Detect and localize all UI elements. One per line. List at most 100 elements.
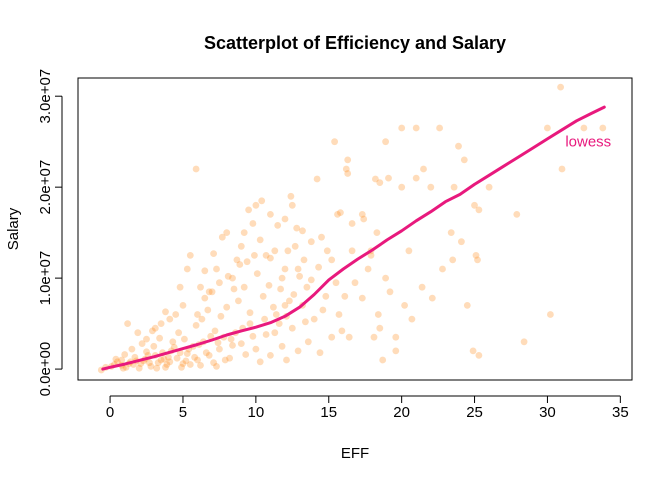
x-tick-label: 10	[248, 404, 265, 421]
data-point	[201, 267, 209, 275]
data-point	[156, 334, 164, 342]
x-tick-label: 0	[106, 404, 114, 421]
data-point	[186, 252, 194, 259]
data-point	[291, 242, 299, 250]
data-point	[178, 363, 185, 371]
x-tick-label: 15	[320, 404, 337, 421]
data-point	[296, 272, 303, 280]
data-point	[121, 351, 129, 358]
data-point	[450, 183, 458, 191]
data-point	[202, 349, 210, 357]
data-point	[449, 256, 457, 264]
data-point	[274, 222, 282, 229]
data-point	[252, 345, 260, 353]
data-point	[175, 329, 183, 337]
x-tick-label: 35	[612, 404, 629, 421]
data-point	[436, 124, 443, 132]
data-point	[364, 265, 372, 273]
data-point	[162, 308, 169, 316]
data-point	[547, 311, 554, 318]
data-point	[204, 306, 212, 314]
data-point	[372, 175, 379, 183]
data-point	[558, 165, 566, 173]
data-point	[114, 358, 121, 366]
data-point	[310, 315, 318, 323]
data-point	[351, 279, 359, 287]
data-point	[214, 339, 222, 347]
data-point	[348, 247, 356, 255]
data-point	[249, 332, 257, 340]
data-point	[128, 345, 136, 353]
data-point	[213, 363, 220, 370]
data-point	[218, 233, 226, 241]
data-point	[405, 247, 413, 255]
data-point	[256, 236, 264, 244]
data-point	[328, 333, 336, 341]
data-point	[242, 351, 250, 358]
data-point	[179, 360, 187, 367]
data-point	[348, 220, 356, 227]
data-point	[165, 353, 172, 361]
data-point	[226, 354, 234, 362]
data-point	[281, 302, 289, 309]
data-point	[275, 320, 283, 327]
data-point	[253, 270, 261, 277]
lowess-curve	[101, 105, 606, 371]
data-point	[374, 311, 382, 318]
data-point	[370, 333, 378, 341]
data-point	[245, 206, 253, 214]
data-point	[288, 201, 296, 209]
y-tick-label: 0.0e+00	[37, 342, 54, 397]
data-point	[344, 170, 352, 177]
data-point	[262, 252, 270, 259]
data-point	[599, 124, 607, 132]
data-point	[513, 211, 521, 218]
data-point	[580, 124, 588, 132]
data-point	[149, 327, 156, 335]
data-point	[458, 238, 465, 246]
data-point	[277, 285, 284, 293]
data-point	[197, 283, 204, 291]
data-point	[163, 361, 171, 368]
data-point	[262, 331, 270, 338]
data-point	[194, 311, 201, 318]
data-point	[246, 309, 254, 317]
data-point	[447, 229, 455, 237]
x-tick-label: 5	[179, 404, 187, 421]
data-point	[287, 192, 295, 200]
data-point	[303, 283, 311, 291]
data-point	[270, 303, 277, 311]
lowess-annotation: lowess	[565, 134, 611, 151]
data-point	[181, 335, 188, 343]
data-point	[236, 261, 244, 268]
data-point	[294, 347, 302, 355]
y-tick-label: 3.0e+07	[37, 69, 54, 124]
data-point	[191, 353, 199, 361]
data-point	[412, 124, 420, 132]
data-point	[211, 327, 219, 335]
data-point	[153, 364, 161, 372]
data-point	[401, 302, 408, 309]
data-point	[223, 303, 231, 311]
data-point	[455, 142, 462, 150]
data-point	[271, 329, 279, 337]
x-axis: 0 5 10 15 20 25 30 35	[106, 395, 629, 421]
data-point	[398, 183, 406, 191]
data-point	[418, 283, 426, 291]
data-point	[243, 258, 251, 266]
data-point	[302, 318, 309, 326]
data-point	[299, 227, 306, 235]
data-point	[143, 348, 150, 356]
data-point	[360, 215, 368, 223]
data-point	[183, 350, 191, 357]
data-point	[408, 315, 416, 323]
data-point	[213, 265, 220, 273]
scatter-points	[97, 83, 607, 374]
data-point	[249, 220, 257, 227]
data-point	[341, 292, 349, 300]
data-point	[227, 335, 235, 343]
data-point	[138, 340, 146, 347]
data-point	[112, 355, 120, 363]
data-point	[373, 229, 381, 237]
